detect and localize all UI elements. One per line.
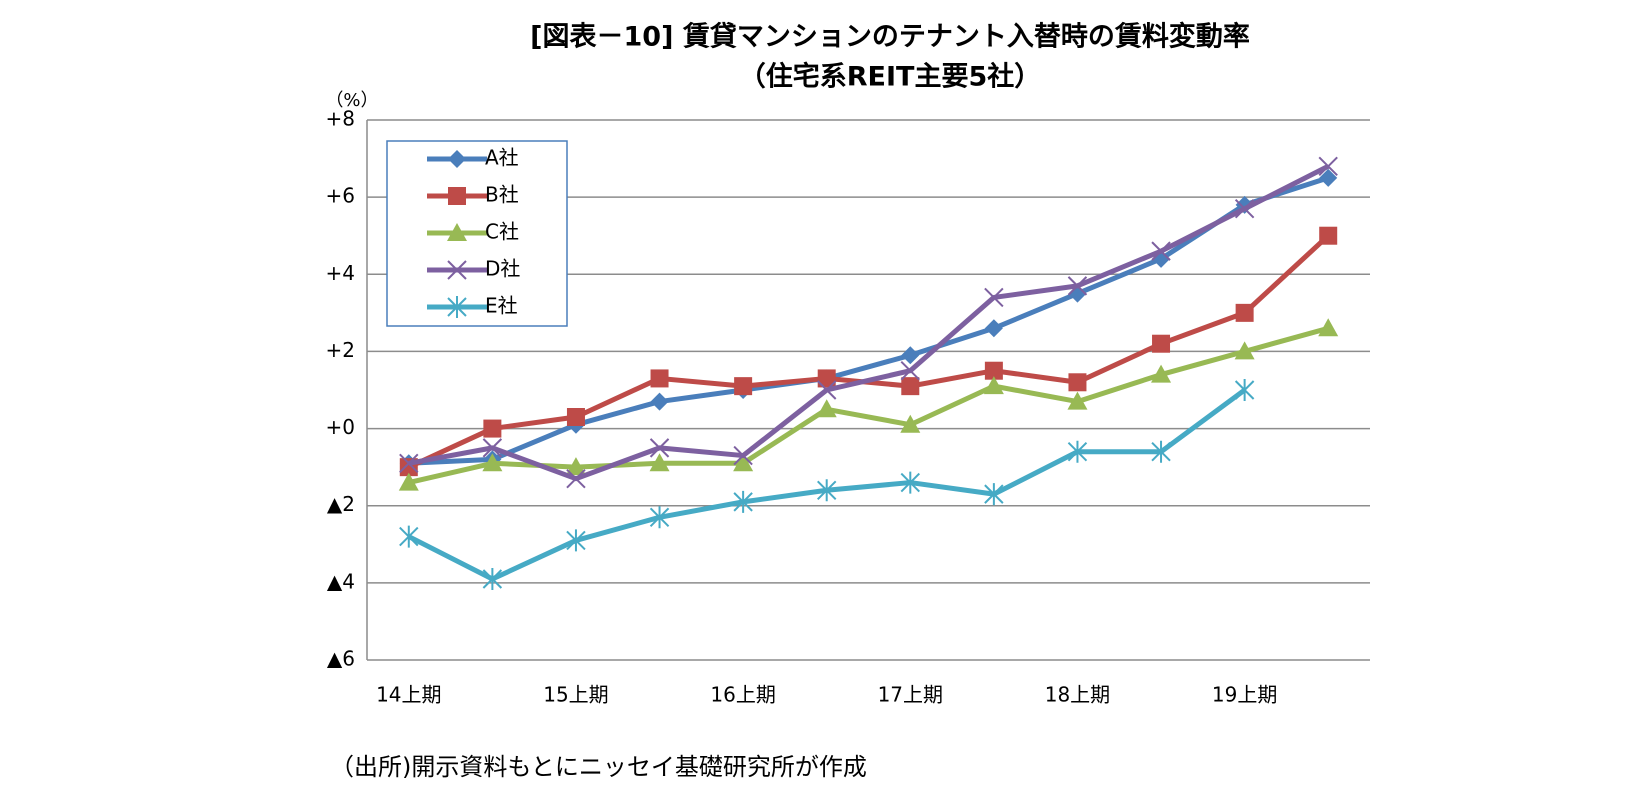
marker [817, 479, 837, 502]
marker [566, 529, 586, 552]
marker [901, 377, 920, 396]
marker [1319, 226, 1338, 245]
marker [649, 453, 670, 472]
marker [1151, 241, 1171, 261]
legend-label: E社 [485, 294, 518, 318]
marker [900, 414, 921, 433]
marker [817, 369, 836, 388]
marker [1067, 276, 1088, 296]
legend-label: C社 [485, 220, 519, 244]
marker [482, 568, 503, 590]
marker [1234, 199, 1255, 219]
x-tick-label: 18上期 [1045, 683, 1110, 707]
marker [650, 369, 669, 388]
y-tick-label: +8 [326, 107, 355, 131]
marker [983, 376, 1004, 395]
marker [984, 287, 1004, 308]
marker [733, 490, 753, 513]
chart-title: [図表－10] 賃貸マンションのテナント入替時の賃料変動率 [530, 21, 1250, 53]
marker [649, 438, 670, 458]
x-tick-label: 16上期 [710, 683, 775, 707]
marker [1234, 341, 1255, 360]
legend: A社 B社 C社 D社 E社 [386, 140, 568, 327]
marker [816, 399, 837, 418]
y-tick-label: +0 [326, 415, 355, 439]
chart-subtitle: （住宅系REIT主要5社） [739, 61, 1041, 93]
marker [900, 361, 920, 381]
marker [1152, 334, 1171, 353]
marker [1318, 318, 1339, 337]
y-tick-label: +6 [326, 184, 355, 208]
y-tick-label: ▲6 [327, 647, 355, 671]
marker [447, 223, 467, 241]
marker [1235, 303, 1254, 322]
series-line [408, 325, 1329, 486]
marker [447, 260, 467, 280]
marker [733, 445, 753, 466]
marker [984, 483, 1004, 506]
y-tick-label: +4 [326, 261, 355, 285]
marker [733, 453, 754, 472]
marker [399, 453, 419, 473]
marker [483, 419, 502, 438]
marker [734, 377, 753, 396]
legend-label: D社 [485, 257, 520, 281]
marker [901, 346, 920, 365]
x-tick-label: 15上期 [543, 683, 608, 707]
marker [984, 361, 1003, 380]
x-tick-label: 17上期 [878, 683, 943, 707]
marker [1234, 379, 1255, 401]
legend-label: B社 [485, 183, 519, 207]
marker [1319, 168, 1338, 187]
marker [482, 438, 503, 458]
marker [817, 380, 837, 400]
marker [566, 469, 586, 489]
marker [1151, 364, 1172, 383]
series-line [408, 164, 1330, 482]
series-line [408, 175, 1329, 466]
legend-label: A社 [485, 146, 519, 170]
marker [1068, 373, 1087, 392]
marker [649, 506, 670, 529]
marker [447, 296, 467, 318]
marker [1318, 156, 1338, 176]
marker [984, 319, 1003, 338]
source-note: （出所)開示資料もとにニッセイ基礎研究所が作成 [330, 753, 867, 781]
marker [1151, 440, 1171, 463]
marker [482, 453, 503, 472]
marker [565, 457, 586, 476]
marker [650, 392, 669, 411]
marker [448, 187, 466, 205]
marker [566, 408, 585, 426]
y-tick-label: ▲2 [327, 492, 355, 516]
marker [399, 525, 419, 548]
marker [900, 471, 920, 494]
x-tick-label: 19上期 [1212, 683, 1277, 707]
marker [448, 150, 466, 168]
y-axis-label: （%） [325, 90, 378, 111]
marker [1067, 440, 1088, 463]
marker [398, 472, 419, 491]
y-tick-label: ▲4 [327, 569, 355, 593]
marker [1067, 391, 1088, 410]
y-tick-label: +2 [326, 338, 355, 362]
x-tick-label: 14上期 [376, 683, 441, 707]
